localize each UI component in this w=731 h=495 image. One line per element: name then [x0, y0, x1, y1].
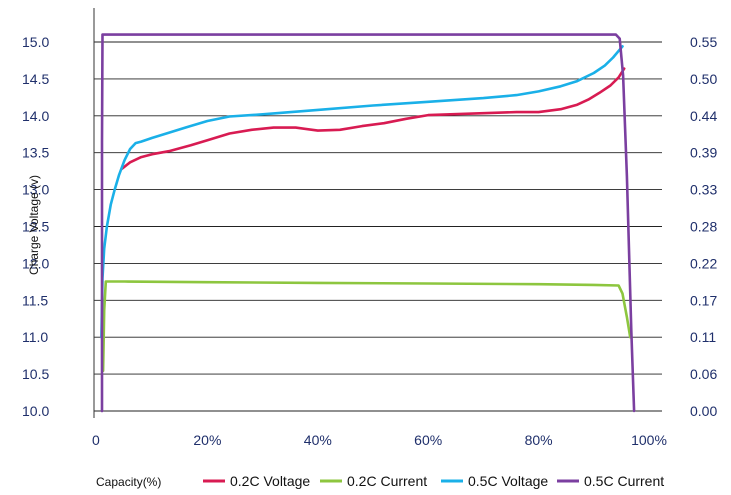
series-line-1: [120, 67, 626, 171]
left-tick-label: 11.0: [22, 329, 48, 345]
right-tick-label: 0.00: [690, 403, 717, 419]
legend: 0.2C Voltage 0.2C Current 0.5C Voltage 0.5C…: [203, 473, 664, 489]
x-axis-label: Capacity(%): [96, 475, 161, 489]
series-line-4: [100, 33, 636, 413]
right-tick-label: 0.44: [690, 108, 717, 124]
left-tick-label: 13.5: [22, 145, 49, 161]
left-tick-label: 14.5: [22, 71, 49, 87]
series-line-2: [101, 280, 632, 372]
right-tick-label: 0.22: [690, 255, 717, 271]
right-tick-label: 0.33: [690, 182, 717, 198]
left-tick-label: 11.5: [22, 292, 48, 308]
legend-label: 0.2C Current: [347, 473, 427, 489]
right-axis-ticks: 0.00 0.06 0.11 0.17 0.22 0.28 0.33 0.39 0.44 0.50…: [690, 34, 717, 419]
x-tick-label: 0: [92, 432, 100, 448]
x-tick-label: 20%: [193, 432, 221, 448]
x-tick-label: 60%: [414, 432, 442, 448]
right-tick-label: 0.50: [690, 71, 717, 87]
right-tick-label: 0.17: [690, 292, 717, 308]
legend-label: 0.2C Voltage: [230, 473, 310, 489]
y-axis-label: Charge Voltage (v): [27, 175, 41, 275]
right-tick-label: 0.55: [690, 34, 717, 50]
right-tick-label: 0.11: [690, 329, 716, 345]
right-tick-label: 0.06: [690, 366, 717, 382]
legend-label: 0.5C Voltage: [468, 473, 548, 489]
right-tick-label: 0.28: [690, 219, 717, 235]
right-tick-label: 0.39: [690, 145, 717, 161]
left-axis-ticks: 10.0 10.5 11.0 11.5 12.0 12.5 13.0 13.5 14.0 14.5…: [22, 34, 49, 419]
left-tick-label: 13.0: [22, 182, 49, 198]
series-lines: [100, 33, 636, 413]
left-tick-label: 12.0: [22, 255, 49, 271]
legend-label: 0.5C Current: [584, 473, 664, 489]
left-tick-label: 10.5: [22, 366, 49, 382]
x-tick-label: 80%: [525, 432, 553, 448]
left-tick-label: 10.0: [22, 403, 49, 419]
series-line-3: [100, 45, 624, 339]
left-tick-label: 15.0: [22, 34, 49, 50]
left-tick-label: 12.5: [22, 219, 49, 235]
x-tick-label: 100%: [631, 432, 667, 448]
x-tick-label: 40%: [304, 432, 332, 448]
gridlines: [94, 41, 662, 412]
x-axis-ticks: 0 20% 40% 60% 80% 100%: [92, 432, 667, 448]
left-tick-label: 14.0: [22, 108, 49, 124]
